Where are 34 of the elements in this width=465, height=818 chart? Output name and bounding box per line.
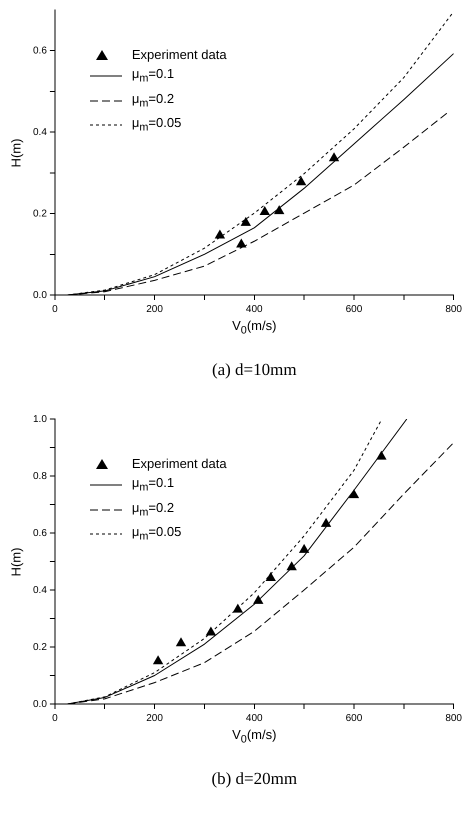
- legend-label: μ$_{m}$=0.2: [132, 498, 174, 520]
- y-axis-title: H(m): [8, 138, 24, 167]
- y-tick-label: 0.2: [32, 208, 48, 220]
- y-tick-label: 1.0: [32, 414, 48, 425]
- x-tick-label: 600: [346, 712, 363, 724]
- legend-label: μ$_{m}$=0.1: [132, 65, 174, 87]
- y-tick-label: 0.0: [32, 290, 48, 301]
- y-axis-title: H(m): [8, 547, 24, 576]
- y-tick-label: 0.4: [32, 584, 48, 596]
- y-tick-label: 0.2: [32, 642, 48, 653]
- x-tick-label: 400: [246, 304, 264, 315]
- x-tick-label: 0: [52, 304, 58, 315]
- legend-label: μ$_{m}$=0.1: [132, 474, 174, 496]
- x-tick-label: 600: [346, 304, 363, 315]
- x-tick-label: 200: [146, 304, 164, 315]
- y-tick-label: 0.4: [32, 126, 48, 138]
- x-axis-title: V$_{0}$(m/s): [232, 727, 276, 746]
- x-tick-label: 400: [246, 712, 264, 724]
- x-tick-label: 800: [445, 712, 462, 724]
- x-axis-title: V$_{0}$(m/s): [232, 318, 276, 337]
- legend-label: Experiment data: [132, 455, 227, 473]
- legend-label: μ$_{m}$=0.05: [132, 523, 182, 545]
- y-tick-label: 0.6: [32, 45, 48, 56]
- y-tick-label: 0.6: [32, 528, 48, 539]
- legend-label: μ$_{m}$=0.2: [132, 90, 174, 112]
- x-tick-label: 200: [146, 712, 164, 724]
- text: (a) d=10mm: [212, 360, 297, 380]
- y-tick-label: 0.8: [32, 470, 48, 482]
- x-tick-label: 0: [52, 712, 58, 724]
- x-tick-label: 800: [445, 304, 462, 315]
- text: (b) d=20mm: [211, 769, 298, 789]
- legend-label: μ$_{m}$=0.05: [132, 114, 182, 136]
- legend-label: Experiment data: [132, 46, 227, 64]
- y-tick-label: 0.0: [32, 698, 48, 710]
